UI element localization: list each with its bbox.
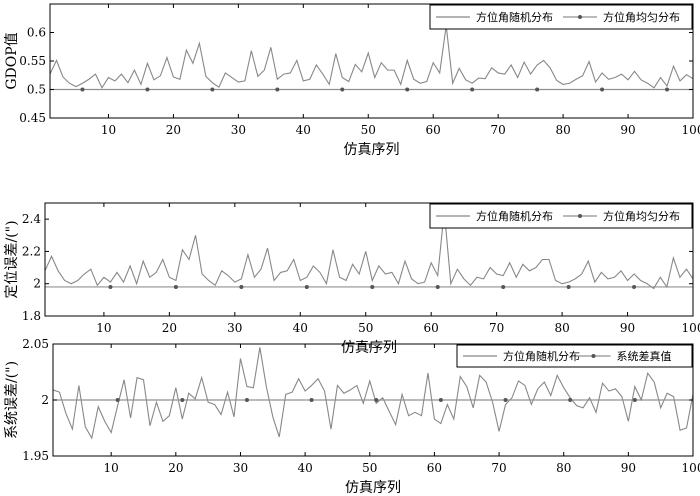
x-tick-label: 10 <box>104 461 119 475</box>
series-marker <box>665 87 670 92</box>
x-tick-label: 30 <box>227 321 242 335</box>
x-tick-label: 60 <box>426 123 441 137</box>
series-marker <box>535 87 540 92</box>
x-tick-label: 90 <box>620 321 635 335</box>
x-tick-label: 50 <box>362 461 377 475</box>
series-marker <box>632 284 637 289</box>
series-line-random <box>44 211 694 290</box>
x-tick-label: 20 <box>166 123 181 137</box>
y-tick-label: 1.8 <box>22 309 41 323</box>
series-marker <box>370 284 375 289</box>
series-marker <box>374 398 379 402</box>
x-axis-label: 仿真序列 <box>345 480 401 496</box>
x-tick-label: 80 <box>554 321 569 335</box>
legend: 方位角随机分布 方位角均匀分布 <box>429 4 693 30</box>
x-tick-label: 40 <box>297 461 312 475</box>
y-tick-label: 1.95 <box>22 449 49 463</box>
legend-box <box>429 203 693 229</box>
x-tick-label: 40 <box>296 123 311 137</box>
series-marker <box>239 284 244 289</box>
y-tick-label: 2 <box>33 277 41 291</box>
series-marker <box>80 87 85 92</box>
series-marker <box>115 398 120 402</box>
x-axis-label: 仿真序列 <box>344 142 400 158</box>
x-tick-label: 80 <box>555 123 570 137</box>
series-marker <box>173 284 178 289</box>
axes-frame <box>44 202 694 317</box>
x-tick-label: 100 <box>682 123 700 137</box>
series-marker <box>470 87 475 92</box>
x-tick-label: 20 <box>168 461 183 475</box>
legend-marker <box>578 15 582 19</box>
y-axis-label: 系统误差/(") <box>4 361 20 439</box>
x-tick-label: 70 <box>491 461 506 475</box>
x-tick-label: 50 <box>361 123 376 137</box>
x-tick-label: 40 <box>293 321 308 335</box>
x-tick-label: 50 <box>358 321 373 335</box>
series-marker <box>435 284 440 289</box>
legend-box <box>429 4 693 30</box>
x-tick-label: 70 <box>491 123 506 137</box>
legend-entry: 方位角均匀分布 <box>603 209 680 223</box>
series-marker <box>309 398 314 402</box>
series-line-random <box>49 25 694 89</box>
x-tick-label: 60 <box>427 461 442 475</box>
x-tick-label: 70 <box>489 321 504 335</box>
legend-entry: 系统差真值 <box>617 349 672 363</box>
legend-entry: 方位角随机分布 <box>503 349 580 363</box>
x-tick-label: 10 <box>96 321 111 335</box>
legend-marker <box>578 214 582 218</box>
y-tick-label: 2 <box>41 393 49 407</box>
legend-entry: 方位角均匀分布 <box>603 10 680 24</box>
series-marker <box>405 87 410 92</box>
x-tick-label: 20 <box>162 321 177 335</box>
y-tick-label: 2.4 <box>22 212 41 226</box>
series-marker <box>304 284 309 289</box>
series-marker <box>180 398 185 402</box>
series-marker <box>438 398 443 402</box>
x-tick-label: 60 <box>424 321 439 335</box>
series-marker <box>145 87 150 92</box>
x-tick-label: 30 <box>231 123 246 137</box>
legend-marker <box>591 354 596 358</box>
y-tick-label: 2.2 <box>22 244 41 258</box>
y-tick-label: 0.5 <box>27 83 46 97</box>
series-marker <box>340 87 345 92</box>
series-marker <box>503 398 508 402</box>
y-tick-label: 0.55 <box>19 54 46 68</box>
y-tick-label: 0.45 <box>19 111 46 125</box>
x-tick-label: 30 <box>233 461 248 475</box>
series-marker <box>244 398 249 402</box>
legend-entry: 方位角随机分布 <box>476 10 553 24</box>
legend: 方位角随机分布 系统差真值 <box>456 344 693 368</box>
series-marker <box>108 284 113 289</box>
legend-box <box>456 344 693 368</box>
chart-panel-1: 10 20 30 40 50 60 70 80 90 100 0.45 0.5 0.55 0.6 仿真序列 G… <box>4 3 700 158</box>
x-tick-label: 90 <box>621 461 636 475</box>
series-marker <box>600 87 605 92</box>
series-marker <box>632 398 637 402</box>
x-tick-label: 100 <box>682 461 700 475</box>
series-marker <box>275 87 280 92</box>
chart-panel-3: 1020304050607080901001.9522.05仿真序列系统误差/(… <box>4 337 700 496</box>
series-line-random <box>52 347 694 440</box>
x-axis-label: 仿真序列 <box>341 340 397 356</box>
y-axis-label: 定位误差/(") <box>4 220 20 298</box>
y-tick-label: 2.05 <box>22 337 49 351</box>
series-marker <box>566 284 571 289</box>
legend-entry: 方位角随机分布 <box>476 209 553 223</box>
series-marker <box>501 284 506 289</box>
series-marker <box>568 398 573 402</box>
y-axis-label: GDOP值 <box>4 32 20 89</box>
legend: 方位角随机分布 方位角均匀分布 <box>429 203 693 229</box>
x-tick-label: 80 <box>556 461 571 475</box>
x-tick-label: 100 <box>682 321 700 335</box>
series-marker <box>210 87 215 92</box>
y-tick-label: 0.6 <box>27 26 46 40</box>
chart-panel-2: 10 20 30 40 50 60 70 80 90 100 1.8 2 2.2 2.4 仿真序列 定位误差/… <box>4 202 700 356</box>
x-tick-label: 90 <box>620 123 635 137</box>
x-tick-label: 10 <box>101 123 116 137</box>
